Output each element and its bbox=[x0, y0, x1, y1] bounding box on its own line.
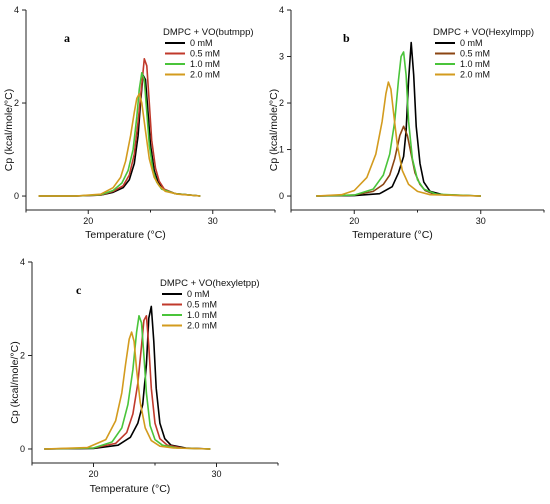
x-axis-title: Temperature (°C) bbox=[90, 483, 171, 495]
series-line-2-0-mM bbox=[38, 92, 201, 197]
legend-entry: 1.0 mM bbox=[187, 310, 217, 320]
y-tick-label: 2 bbox=[279, 98, 284, 108]
series-line-2-0-mM bbox=[316, 81, 481, 197]
legend-entry: 0.5 mM bbox=[460, 49, 490, 59]
series-line-0-5-mM bbox=[316, 125, 481, 197]
x-tick-label: 20 bbox=[88, 469, 98, 479]
x-tick-label: 30 bbox=[211, 469, 221, 479]
series-line-0-5-mM bbox=[44, 315, 211, 450]
chart-panel-c: 20 30 0 2 4 Temperature (°C) Cp (kcal/mole/°C)… bbox=[9, 257, 279, 495]
legend: DMPC + VO(hexyletpp)0 mM0.5 mM1.0 mM2.0 … bbox=[160, 278, 260, 331]
legend-entry: 0.5 mM bbox=[190, 49, 220, 59]
series-line-1-0-mM bbox=[316, 51, 481, 197]
series-line-1-0-mM bbox=[44, 315, 211, 450]
chart-panel-a: 20 30 0 2 4 Temperature (°C) Cp (kcal/mole/°C)… bbox=[3, 5, 276, 241]
legend-entry: 0 mM bbox=[460, 38, 483, 48]
y-tick-label: 2 bbox=[20, 350, 25, 360]
legend-entry: 2.0 mM bbox=[460, 70, 490, 80]
x-tick-label: 30 bbox=[208, 216, 218, 226]
series-line-0-mM bbox=[44, 305, 211, 450]
y-tick-label: 3 bbox=[279, 52, 284, 62]
y-tick-label: 4 bbox=[14, 5, 19, 15]
legend: DMPC + VO(butmpp)0 mM0.5 mM1.0 mM2.0 mM bbox=[163, 27, 254, 80]
legend-entry: 0 mM bbox=[190, 38, 213, 48]
y-tick-label: 0 bbox=[279, 191, 284, 201]
legend-entry: 2.0 mM bbox=[187, 321, 217, 331]
chart-panel-b: 20 30 0 1 2 3 4 Temperature (°C) Cp (kcal/mole/°… bbox=[268, 5, 545, 241]
panel-letter: c bbox=[76, 283, 82, 297]
legend-entry: 0 mM bbox=[187, 289, 210, 299]
x-tick-label: 20 bbox=[83, 216, 93, 226]
x-axis-title: Temperature (°C) bbox=[352, 229, 433, 241]
legend-entry: 1.0 mM bbox=[190, 59, 220, 69]
y-tick-label: 4 bbox=[279, 5, 284, 15]
y-tick-label: 4 bbox=[20, 257, 25, 267]
y-axis-title: Cp (kcal/mole/°C) bbox=[3, 89, 15, 171]
legend-entry: 0.5 mM bbox=[187, 300, 217, 310]
y-tick-label: 0 bbox=[14, 191, 19, 201]
x-tick-label: 30 bbox=[476, 216, 486, 226]
y-axis-title: Cp (kcal/mole/°C) bbox=[268, 89, 280, 171]
legend-title: DMPC + VO(hexyletpp) bbox=[160, 278, 260, 289]
y-axis-title: Cp (kcal/mole/°C) bbox=[9, 341, 21, 423]
y-tick-label: 0 bbox=[20, 444, 25, 454]
series-line-2-0-mM bbox=[44, 331, 211, 450]
legend-title: DMPC + VO(Hexylmpp) bbox=[433, 27, 534, 38]
legend-entry: 2.0 mM bbox=[190, 70, 220, 80]
panel-letter: a bbox=[64, 31, 70, 45]
legend-title: DMPC + VO(butmpp) bbox=[163, 27, 254, 38]
y-tick-label: 2 bbox=[14, 98, 19, 108]
y-tick-label: 1 bbox=[279, 145, 284, 155]
x-tick-label: 20 bbox=[349, 216, 359, 226]
panel-letter: b bbox=[343, 31, 350, 45]
legend: DMPC + VO(Hexylmpp)0 mM0.5 mM1.0 mM2.0 m… bbox=[433, 27, 534, 80]
x-axis-title: Temperature (°C) bbox=[85, 229, 166, 241]
legend-entry: 1.0 mM bbox=[460, 59, 490, 69]
series-line-0-mM bbox=[316, 41, 481, 197]
